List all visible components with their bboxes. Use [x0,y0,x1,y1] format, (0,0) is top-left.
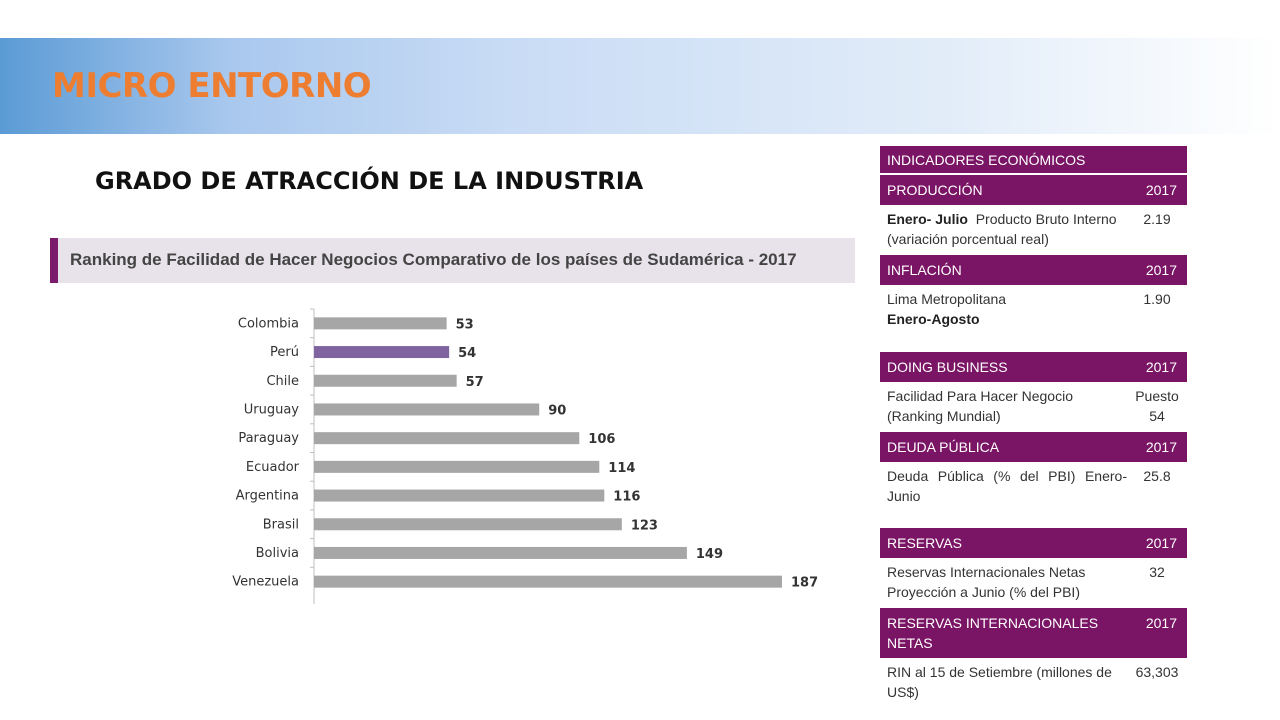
bar [314,432,580,445]
bar-chart: Colombia 53 Perú 54 Chile 57 Uruguay 90 Paraguay… [232,308,818,604]
indicator-label: Lima Metropolitana [887,291,1007,307]
bar [314,317,447,330]
section-subtitle: GRADO DE ATRACCIÓN DE LA INDUSTRIA [95,167,644,195]
category-label: Bolivia [256,546,299,561]
bar [314,460,600,473]
section-description: Facilidad Para Hacer Negocio (Ranking Mu… [887,388,1073,424]
period-label: Enero-Agosto [887,311,980,327]
bar [314,546,687,559]
section-body-deuda-publica: Deuda Pública (% del PBI) Enero-Junio 25… [880,462,1187,528]
section-body-doing-business: Facilidad Para Hacer Negocio (Ranking Mu… [880,382,1187,432]
category-label: Chile [266,374,299,389]
data-label: 53 [456,317,474,332]
data-label: 57 [466,375,484,390]
section-body-inflacion: Lima Metropolitana Enero-Agosto 1.90 [880,285,1187,352]
data-label: 116 [613,490,640,505]
section-description: Lima Metropolitana Enero-Agosto [887,289,1127,329]
category-label: Brasil [263,517,299,532]
section-label: DOING BUSINESS [887,359,1008,375]
section-label: DEUDA PÚBLICA [887,439,1000,455]
indicator-label: Producto Bruto Interno (variación porcen… [887,211,1117,247]
section-value: 32 [1149,564,1165,580]
data-label: 90 [548,403,566,418]
section-label: INFLACIÓN [887,262,962,278]
category-label: Uruguay [244,402,300,417]
category-label: Perú [270,345,299,360]
section-description: Reservas Internacionales Netas Proyecció… [887,564,1086,600]
data-label: 106 [588,432,615,447]
bar [314,489,605,502]
section-header-reservas: RESERVAS 2017 [880,528,1187,558]
section-header-reservas-internacionales-netas: RESERVAS INTERNACIONALES NETAS 2017 [880,608,1187,658]
section-year: 2017 [1145,182,1177,198]
page-title: MICRO ENTORNO [52,66,372,106]
section-year: 2017 [1145,615,1177,631]
section-body-reservas: Reservas Internacionales Netas Proyecció… [880,558,1187,608]
section-header-deuda-publica: DEUDA PÚBLICA 2017 [880,432,1187,462]
panel-title: INDICADORES ECONÓMICOS [880,146,1187,175]
section-year: 2017 [1145,262,1177,278]
bar [314,403,540,416]
category-label: Paraguay [238,431,299,446]
section-description: RIN al 15 de Setiembre (millones de US$) [887,664,1112,700]
chart-title: Ranking de Facilidad de Hacer Negocios C… [70,250,797,269]
data-label: 187 [791,576,818,591]
rank-label: Puesto [1135,388,1179,404]
section-label: PRODUCCIÓN [887,182,983,198]
title-banner [0,38,1280,134]
section-header-produccion: PRODUCCIÓN 2017 [880,175,1187,205]
section-value: 63,303 [1135,664,1179,680]
category-label: Colombia [238,316,299,331]
section-year: 2017 [1145,359,1177,375]
section-description: Deuda Pública (% del PBI) Enero-Junio [887,468,1127,504]
section-year: 2017 [1145,535,1177,551]
data-label: 114 [608,461,635,476]
category-label: Ecuador [246,460,300,475]
section-value: Puesto 54 [1133,386,1181,426]
data-label: 123 [631,518,658,533]
section-body-produccion: Enero- Julio Producto Bruto Interno (var… [880,205,1187,255]
category-label: Venezuela [232,575,299,590]
section-label: RESERVAS [887,535,962,551]
category-label: Argentina [236,489,299,504]
section-value: 25.8 [1143,468,1171,484]
rank-value: 54 [1149,408,1165,424]
section-value: 2.19 [1143,211,1171,227]
section-header-doing-business: DOING BUSINESS 2017 [880,352,1187,382]
section-label: RESERVAS INTERNACIONALES NETAS [887,615,1099,651]
chart-header: Ranking de Facilidad de Hacer Negocios C… [50,238,855,283]
section-body-reservas-internacionales-netas: RIN al 15 de Setiembre (millones de US$)… [880,658,1187,708]
bar [314,374,457,387]
period-label: Enero- Julio [887,211,968,227]
bar [314,575,782,588]
bar [314,518,622,531]
data-label: 149 [696,547,723,562]
section-description: Enero- Julio Producto Bruto Interno (var… [887,209,1127,249]
bar [314,346,450,359]
data-label: 54 [458,346,476,361]
indicators-panel: INDICADORES ECONÓMICOS PRODUCCIÓN 2017 E… [880,146,1187,708]
section-value: 1.90 [1143,291,1171,307]
section-year: 2017 [1145,439,1177,455]
section-header-inflacion: INFLACIÓN 2017 [880,255,1187,285]
